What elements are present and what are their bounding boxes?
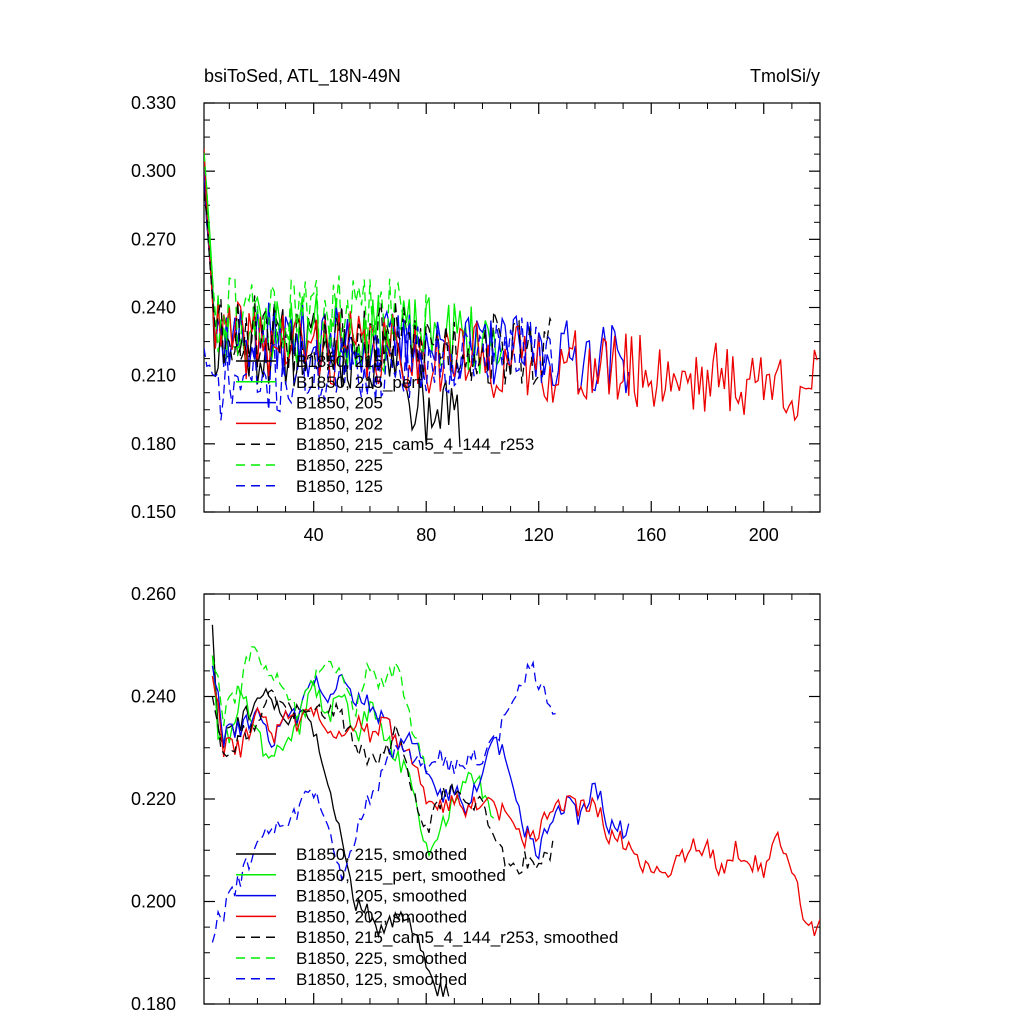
y-tick-label: 0.260: [131, 584, 176, 604]
series-line-b1850-125-smoothed: [211, 660, 556, 943]
legend-entry: B1850, 215, smoothed: [296, 845, 467, 864]
legend-entry: B1850, 215_cam5_4_144_r253: [296, 435, 534, 454]
y-tick-label: 0.270: [131, 229, 176, 249]
series-line-b1850-215-smoothed: [211, 624, 450, 997]
x-tick-label: 200: [749, 525, 779, 545]
y-tick-label: 0.240: [131, 298, 176, 318]
series-group: [204, 148, 818, 448]
y-tick-label: 0.150: [131, 502, 176, 522]
y-tick-label: 0.210: [131, 366, 176, 386]
legend-entry: B1850, 215_pert, smoothed: [296, 866, 506, 885]
y-tick-label: 0.220: [131, 789, 176, 809]
series-line-b1850-225-smoothed: [211, 646, 427, 774]
series-line-b1850-215-cam5-4-144-r253: [204, 191, 554, 387]
x-tick-label: 40: [304, 525, 324, 545]
y-tick-label: 0.300: [131, 161, 176, 181]
top-chart-panel: 0.150 0.180 0.210 0.240 0.270 0.300 0.330 40 80 1…: [131, 66, 821, 545]
legend-entry: B1850, 202, smoothed: [296, 907, 467, 926]
y-tick-label: 0.240: [131, 687, 176, 707]
x-tick-label: 120: [524, 525, 554, 545]
legend-entry: B1850, 205, smoothed: [296, 887, 467, 906]
series-group: [211, 624, 820, 997]
y-tick-label: 0.200: [131, 892, 176, 912]
legend-entry: B1850, 125: [296, 477, 383, 496]
x-tick-label: 160: [636, 525, 666, 545]
series-line-b1850-215-pert-smoothed: [211, 655, 495, 858]
legend-entry: B1850, 205: [296, 394, 383, 413]
legend-entry: B1850, 215_pert: [296, 373, 422, 392]
legend-entry: B1850, 225: [296, 456, 383, 475]
y-tick-label: 0.180: [131, 994, 176, 1014]
x-tick-label: 80: [416, 525, 436, 545]
legend-entry: B1850, 202: [296, 414, 383, 433]
legend-entry: B1850, 225, smoothed: [296, 949, 467, 968]
series-line-b1850-225: [204, 152, 427, 356]
series-line-b1850-125: [204, 317, 557, 421]
series-line-b1850-215-cam5-4-144-r253-smoothed: [211, 689, 554, 875]
y-tick-label: 0.180: [131, 434, 176, 454]
legend-entry: B1850, 215_cam5_4_144_r253, smoothed: [296, 928, 618, 947]
chart-title: bsiToSed, ATL_18N-49N: [204, 66, 401, 87]
bottom-chart-panel: 0.180 0.200 0.220 0.240 0.260 B1850, 215, smo…: [131, 584, 821, 1014]
legend-entry: B1850, 215: [296, 352, 383, 371]
series-line-b1850-202-smoothed: [211, 675, 820, 937]
legend-entry: B1850, 125, smoothed: [296, 970, 467, 989]
units-label: TmolSi/y: [750, 66, 820, 86]
y-tick-label: 0.330: [131, 93, 176, 113]
